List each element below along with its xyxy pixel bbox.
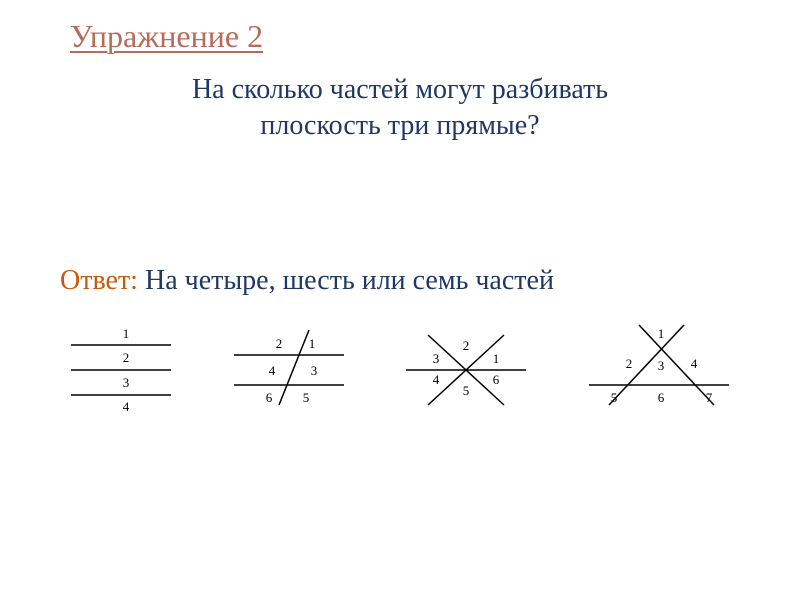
answer-text: На четыре, шесть или семь частей	[138, 265, 554, 296]
region-label: 3	[123, 375, 130, 390]
region-label: 4	[691, 356, 698, 371]
region-label: 6	[266, 390, 273, 405]
line	[639, 325, 714, 405]
region-label: 4	[123, 399, 130, 414]
region-label: 1	[123, 326, 130, 341]
region-label: 6	[493, 372, 500, 387]
line	[609, 325, 684, 405]
region-label: 7	[706, 390, 713, 405]
diagram-two-parallel-transversal: 2 1 4 3 6 5	[224, 320, 354, 420]
region-label: 3	[433, 351, 440, 366]
region-label: 1	[658, 326, 665, 341]
diagram-parallel-svg: 1 2 3 4	[61, 320, 181, 420]
region-label: 2	[463, 338, 470, 353]
region-label: 3	[311, 363, 318, 378]
region-label: 4	[269, 363, 276, 378]
region-label: 2	[626, 356, 633, 371]
diagram-concurrent-svg: 2 1 3 4 5 6	[396, 320, 536, 420]
region-label: 5	[611, 390, 618, 405]
answer-line: Ответ: На четыре, шесть или семь частей	[60, 265, 554, 297]
region-label: 3	[658, 358, 665, 373]
region-label: 5	[303, 390, 310, 405]
answer-label: Ответ:	[60, 265, 138, 296]
region-label: 1	[493, 351, 500, 366]
diagram-triangle: 1 3 2 4 5 6 7	[579, 320, 739, 420]
region-label: 5	[463, 383, 470, 398]
question-text: На сколько частей могут разбивать плоско…	[0, 72, 800, 145]
slide-title: Упражнение 2	[70, 18, 263, 55]
question-line-1: На сколько частей могут разбивать	[192, 74, 608, 105]
region-label: 2	[276, 336, 283, 351]
diagram-triangle-svg: 1 3 2 4 5 6 7	[579, 320, 739, 420]
region-label: 6	[658, 390, 665, 405]
region-label: 2	[123, 350, 130, 365]
question-line-2: плоскость три прямые?	[260, 110, 539, 141]
diagram-concurrent: 2 1 3 4 5 6	[396, 320, 536, 420]
diagram-row: 1 2 3 4 2 1 4 3 6 5	[0, 320, 800, 420]
diagram-parallel: 1 2 3 4	[61, 320, 181, 420]
region-label: 4	[433, 372, 440, 387]
region-label: 1	[309, 336, 316, 351]
diagram-two-parallel-svg: 2 1 4 3 6 5	[224, 320, 354, 420]
